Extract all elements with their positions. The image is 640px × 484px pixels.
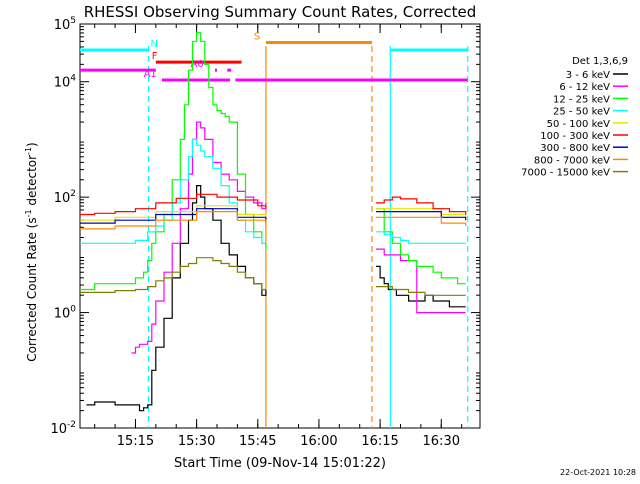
series-line: [80, 208, 467, 224]
legend-label: 50 - 100 keV: [547, 119, 611, 130]
legend-title: Det 1,3,6,9: [572, 56, 628, 67]
flag-label: S: [254, 31, 260, 42]
series-line: [131, 121, 466, 354]
plot-area: 10-2 100 102 104 105 15:15 15:30 15:45 16:00 16:1…: [50, 16, 481, 449]
y-tick-label: 102: [54, 189, 76, 206]
legend-label: 25 - 50 keV: [553, 107, 610, 118]
legend-label: 100 - 300 keV: [540, 131, 610, 142]
legend-label: 300 - 800 keV: [540, 143, 610, 154]
chart-title: RHESSI Observing Summary Count Rates, Co…: [84, 3, 477, 21]
legend-label: 800 - 7000 keV: [534, 155, 610, 166]
flag-label: F: [152, 51, 158, 62]
legend-label: 6 - 12 keV: [559, 82, 610, 93]
flag-label: A1: [144, 69, 157, 80]
series-line: [80, 32, 466, 291]
legend-label: 12 - 25 keV: [553, 94, 610, 105]
x-tick-label: 15:30: [178, 434, 215, 449]
x-tick-label: 16:00: [300, 434, 337, 449]
legend-label: 3 - 6 keV: [566, 70, 610, 81]
y-tick-label: 100: [54, 305, 77, 322]
y-axis-label: Corrected Count Rate (s-1 detector-1): [24, 142, 39, 361]
legend-label: 7000 - 15000 keV: [521, 168, 610, 179]
y-tick-label: 10-2: [50, 420, 76, 437]
series-line: [80, 211, 467, 230]
x-tick-label: 16:15: [361, 434, 398, 449]
series-line: [80, 257, 466, 296]
y-tick-label: 104: [54, 74, 77, 91]
series-line: [80, 193, 467, 216]
series-line: [80, 205, 467, 221]
plot-frame: [79, 23, 481, 429]
x-tick-label: 15:45: [239, 434, 276, 449]
x-axis-label: Start Time (09-Nov-14 15:01:22): [174, 456, 386, 471]
series-line: [86, 185, 466, 412]
y-tick-label: 105: [54, 16, 76, 33]
x-tick-label: 16:30: [423, 434, 460, 449]
flag-label: A0: [190, 59, 203, 70]
footer-date: 22-Oct-2021 10:28: [560, 468, 636, 477]
series-line: [80, 138, 466, 244]
x-tick-label: 15:15: [117, 434, 154, 449]
flag-label: N: [151, 39, 158, 50]
